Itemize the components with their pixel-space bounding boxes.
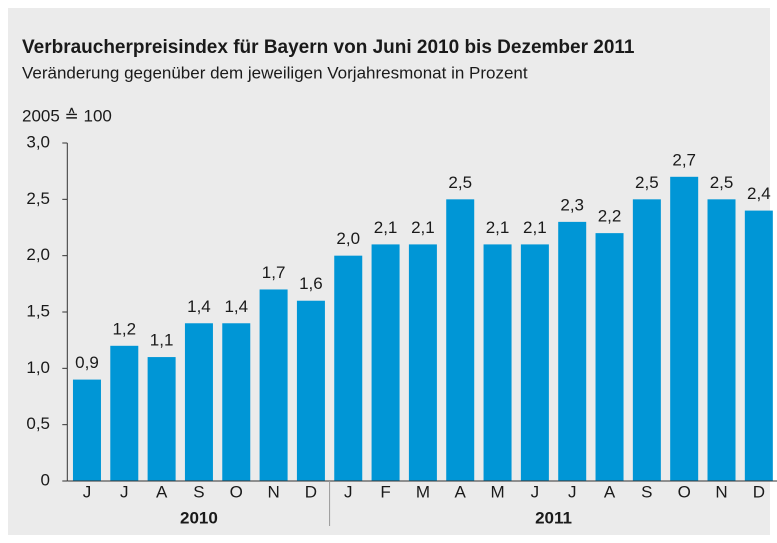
bar bbox=[483, 244, 512, 481]
bar bbox=[670, 176, 699, 482]
x-tick-label: M bbox=[490, 482, 504, 501]
bar bbox=[408, 244, 437, 481]
x-tick-label: S bbox=[193, 482, 204, 501]
value-label: 1,4 bbox=[224, 297, 248, 316]
x-tick-label: J bbox=[120, 482, 129, 501]
bar bbox=[632, 199, 661, 482]
bar bbox=[744, 210, 773, 481]
value-label: 2,5 bbox=[710, 173, 734, 192]
value-label: 2,5 bbox=[635, 173, 659, 192]
axis-note: 2005 ≙ 100 bbox=[22, 106, 112, 125]
y-tick-label: 3,0 bbox=[26, 132, 50, 151]
value-label: 2,5 bbox=[448, 173, 472, 192]
bar bbox=[296, 300, 325, 481]
chart-subtitle: Veränderung gegenüber dem jeweiligen Vor… bbox=[22, 63, 528, 82]
bar bbox=[371, 244, 400, 481]
value-label: 2,7 bbox=[672, 150, 696, 169]
bar bbox=[147, 357, 176, 481]
x-tick-label: J bbox=[344, 482, 353, 501]
x-tick-label: J bbox=[531, 482, 540, 501]
value-label: 2,1 bbox=[411, 218, 435, 237]
bar bbox=[184, 323, 213, 481]
y-tick-label: 2,0 bbox=[26, 245, 50, 264]
value-label: 2,4 bbox=[747, 184, 771, 203]
y-tick-label: 2,5 bbox=[26, 189, 50, 208]
x-tick-label: D bbox=[753, 482, 765, 501]
value-label: 1,2 bbox=[112, 319, 136, 338]
y-tick-label: 0,5 bbox=[26, 414, 50, 433]
bar bbox=[520, 244, 549, 481]
x-tick-label: A bbox=[455, 482, 467, 501]
x-tick-label: D bbox=[305, 482, 317, 501]
x-tick-label: F bbox=[380, 482, 390, 501]
bar bbox=[222, 323, 251, 481]
x-tick-label: N bbox=[715, 482, 727, 501]
value-label: 2,1 bbox=[374, 218, 398, 237]
value-label: 2,1 bbox=[486, 218, 510, 237]
x-tick-label: O bbox=[230, 482, 243, 501]
value-label: 1,4 bbox=[187, 297, 211, 316]
bar bbox=[110, 345, 139, 481]
x-tick-label: S bbox=[641, 482, 652, 501]
bar bbox=[334, 255, 363, 481]
x-tick-label: O bbox=[678, 482, 691, 501]
bar bbox=[72, 379, 101, 481]
value-label: 2,1 bbox=[523, 218, 547, 237]
y-tick-label: 0 bbox=[41, 470, 50, 489]
value-label: 1,6 bbox=[299, 274, 323, 293]
group-label: 2010 bbox=[180, 508, 218, 527]
value-label: 1,1 bbox=[150, 331, 174, 350]
bar bbox=[595, 233, 624, 481]
bar bbox=[259, 289, 288, 481]
bar bbox=[707, 199, 736, 482]
x-tick-label: J bbox=[83, 482, 92, 501]
x-tick-label: J bbox=[568, 482, 577, 501]
y-tick-label: 1,5 bbox=[26, 301, 50, 320]
value-label: 1,7 bbox=[262, 263, 286, 282]
value-label: 2,0 bbox=[336, 229, 360, 248]
y-tick-label: 1,0 bbox=[26, 358, 50, 377]
group-label: 2011 bbox=[535, 508, 572, 527]
x-tick-label: N bbox=[267, 482, 279, 501]
x-tick-label: A bbox=[604, 482, 616, 501]
value-label: 2,3 bbox=[560, 195, 584, 214]
value-label: 2,2 bbox=[598, 207, 622, 226]
x-tick-label: A bbox=[156, 482, 168, 501]
bar bbox=[558, 221, 587, 481]
chart-title: Verbraucherpreisindex für Bayern von Jun… bbox=[22, 37, 635, 58]
x-tick-label: M bbox=[416, 482, 430, 501]
value-label: 0,9 bbox=[75, 353, 99, 372]
bar bbox=[446, 199, 475, 482]
